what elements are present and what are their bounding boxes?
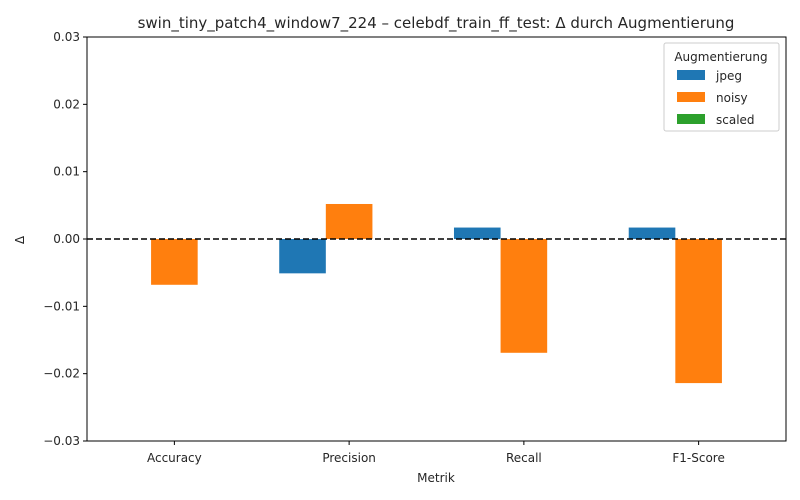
y-axis-title: Δ bbox=[13, 235, 27, 244]
bar-noisy bbox=[325, 203, 373, 239]
plot-area: −0.03 −0.02 −0.01 0.00 0.01 0.02 0.03 Accuracy P… bbox=[43, 30, 787, 465]
x-tick-label: F1-Score bbox=[672, 451, 724, 465]
legend-title: Augmentierung bbox=[674, 50, 767, 64]
y-tick-label: 0.03 bbox=[53, 30, 80, 44]
y-tick-label: −0.03 bbox=[43, 434, 80, 448]
legend-label-scaled: scaled bbox=[716, 113, 755, 127]
y-tick-label: −0.01 bbox=[43, 299, 80, 313]
legend-label-jpeg: jpeg bbox=[715, 69, 742, 83]
bar-jpeg bbox=[628, 227, 676, 239]
legend-label-noisy: noisy bbox=[716, 91, 748, 105]
y-tick-label: 0.02 bbox=[53, 97, 80, 111]
x-tick-label: Accuracy bbox=[147, 451, 202, 465]
chart-title: swin_tiny_patch4_window7_224 – celebdf_t… bbox=[138, 14, 735, 33]
x-tick-label: Recall bbox=[506, 451, 542, 465]
legend-swatch-noisy bbox=[677, 92, 705, 102]
bar-noisy bbox=[675, 239, 722, 384]
x-tick-label: Precision bbox=[322, 451, 376, 465]
legend-swatch-scaled bbox=[677, 114, 705, 124]
y-tick-label: 0.01 bbox=[53, 165, 80, 179]
bar-jpeg bbox=[279, 239, 326, 274]
bar-jpeg bbox=[453, 227, 501, 239]
legend: Augmentierung jpeg noisy scaled bbox=[663, 42, 780, 132]
bar-noisy bbox=[151, 239, 198, 285]
x-axis-title: Metrik bbox=[417, 471, 455, 485]
y-tick-label: −0.02 bbox=[43, 367, 80, 381]
legend-frame bbox=[663, 42, 780, 132]
legend-swatch-jpeg bbox=[677, 70, 705, 80]
bar-noisy bbox=[500, 239, 548, 353]
y-tick-label: 0.00 bbox=[53, 232, 80, 246]
